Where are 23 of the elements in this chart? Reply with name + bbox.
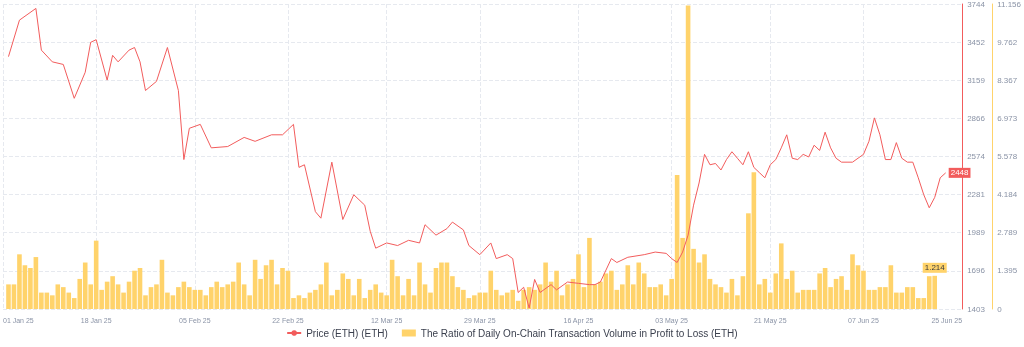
- data-label: 2448: [950, 168, 970, 178]
- y-tick-label: 3452: [967, 37, 986, 47]
- y-tick-label: 2574: [967, 151, 986, 161]
- data-label: 1.214: [924, 263, 946, 273]
- y-tick-label: 3744: [967, 0, 986, 9]
- y-tick-label: 2866: [967, 113, 986, 123]
- y2-tick-label: 4.184: [997, 190, 1018, 200]
- y2-tick-label: 5.578: [997, 152, 1018, 161]
- y-tick-label: 3159: [967, 75, 986, 85]
- y2-tick-label: 9.762: [997, 37, 1018, 47]
- y2-tick-label: 11.156: [997, 0, 1022, 9]
- y2-tick-label: 0: [997, 304, 1003, 314]
- y2-tick-label: 6.973: [997, 113, 1018, 123]
- y-tick-label: 2281: [967, 190, 986, 200]
- y2-tick-label: 8.367: [997, 75, 1018, 85]
- y-tick-label: 1989: [967, 228, 986, 238]
- y2-tick-label: 2.789: [997, 228, 1018, 238]
- legend-label: The Ratio of Daily On-Chain Transaction Volume in Profit to Loss (ETH): [420, 327, 738, 339]
- line-series: [7, 7, 947, 309]
- y2-tick-label: 1.395: [997, 266, 1018, 276]
- y-tick-label: 1696: [967, 266, 986, 276]
- legend-label: Price (ETH) (ETH): [306, 327, 388, 339]
- y-tick-label: 1403: [967, 304, 986, 314]
